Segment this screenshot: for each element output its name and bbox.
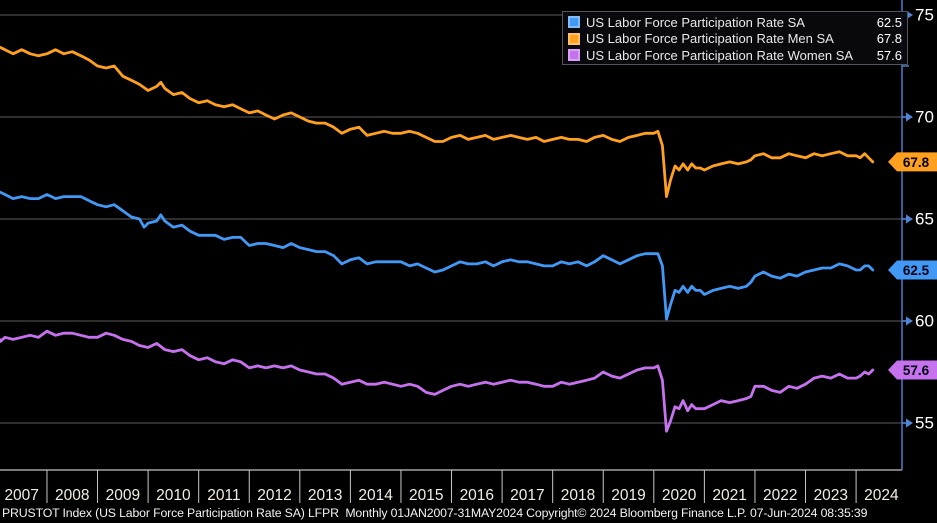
legend-item-label: US Labor Force Participation Rate Women … xyxy=(586,47,854,63)
x-axis-year-label: 2021 xyxy=(712,487,746,504)
last-value-tag-label: 67.8 xyxy=(903,155,930,170)
legend-item-value: 67.8 xyxy=(876,31,902,47)
x-axis-year-label: 2007 xyxy=(4,487,38,504)
y-axis-tick-arrow-icon xyxy=(906,112,913,122)
legend-color-swatch-icon xyxy=(568,49,580,62)
last-value-tag-sa xyxy=(888,260,937,280)
x-axis-year-label: 2009 xyxy=(106,487,140,504)
chart-legend[interactable]: US Labor Force Participation Rate SA 62.… xyxy=(562,11,908,65)
x-axis-year-label: 2020 xyxy=(662,487,697,504)
legend-item[interactable]: US Labor Force Participation Rate Men SA… xyxy=(568,31,902,48)
x-axis-year-label: 2023 xyxy=(814,487,848,504)
last-value-tag-label: 57.6 xyxy=(903,363,930,378)
x-axis-year-label: 2019 xyxy=(611,487,645,504)
x-axis-year-label: 2018 xyxy=(561,487,595,504)
x-axis-year-label: 2014 xyxy=(358,487,393,504)
y-axis-label: 70 xyxy=(915,108,934,127)
last-value-tag-label: 62.5 xyxy=(903,263,930,278)
x-axis-year-label: 2017 xyxy=(510,487,544,504)
x-axis-year-label: 2008 xyxy=(55,487,89,504)
x-axis-year-label: 2013 xyxy=(308,487,342,504)
x-axis-year-label: 2024 xyxy=(864,487,899,504)
status-bar: PRUSTOT Index (US Labor Force Participat… xyxy=(2,506,868,520)
x-axis-year-label: 2016 xyxy=(460,487,494,504)
legend-color-swatch-icon xyxy=(568,32,580,45)
last-value-tag-women-sa xyxy=(888,360,937,380)
y-axis-label: 55 xyxy=(915,414,934,433)
legend-item-value: 57.6 xyxy=(876,47,902,63)
x-axis-year-label: 2022 xyxy=(763,487,797,504)
y-axis-tick-arrow-icon xyxy=(906,214,913,224)
legend-color-swatch-icon xyxy=(568,16,580,29)
y-axis-label: 75 xyxy=(915,6,934,25)
series-line-men-sa[interactable] xyxy=(0,45,875,199)
x-axis-year-label: 2015 xyxy=(409,487,443,504)
legend-item[interactable]: US Labor Force Participation Rate SA 62.… xyxy=(568,14,902,31)
legend-item-label: US Labor Force Participation Rate Men SA xyxy=(586,31,834,47)
y-axis-label: 65 xyxy=(915,210,934,229)
y-axis-tick-arrow-icon xyxy=(906,316,913,326)
legend-item-value: 62.5 xyxy=(876,14,902,30)
x-axis-year-label: 2010 xyxy=(156,487,191,504)
y-axis-label: 60 xyxy=(915,312,934,331)
y-axis-tick-arrow-icon xyxy=(906,418,913,428)
legend-item-label: US Labor Force Participation Rate SA xyxy=(586,14,805,30)
x-axis-year-label: 2011 xyxy=(207,487,240,504)
last-value-tag-men-sa xyxy=(888,152,937,172)
chart-plot-area[interactable]: 2007 2008 2009 2010 2011 2012 2013 2014 2015 2016… xyxy=(0,0,937,505)
x-axis-year-label: 2012 xyxy=(257,487,291,504)
series-line-sa[interactable] xyxy=(0,190,875,321)
series-line-women-sa[interactable] xyxy=(0,329,875,433)
legend-item[interactable]: US Labor Force Participation Rate Women … xyxy=(568,47,902,64)
